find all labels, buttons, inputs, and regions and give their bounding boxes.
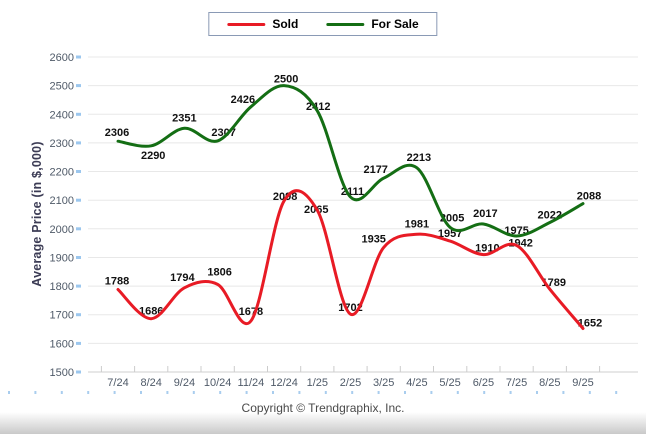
series-line-sold: [116, 189, 585, 330]
x-tick-label: 1/25: [307, 377, 328, 389]
x-tick-label: 5/25: [439, 377, 460, 389]
data-label: 1942: [508, 237, 532, 249]
y-tick-label: 1800: [50, 281, 74, 293]
data-label: 2290: [141, 150, 165, 162]
series-line-for-sale: [116, 84, 585, 238]
legend-label-for-sale: For Sale: [371, 17, 419, 31]
y-axis-tick: [76, 341, 81, 345]
x-tick-label: 8/25: [539, 377, 560, 389]
y-axis-tick: [76, 112, 81, 116]
data-label: 2351: [172, 112, 196, 124]
y-axis-tick: [76, 313, 81, 317]
y-tick-label: 1600: [50, 338, 74, 350]
data-label: 1981: [405, 218, 429, 230]
y-tick-label: 1500: [50, 367, 74, 379]
y-tick-label: 1700: [50, 310, 74, 322]
x-tick-label: 11/24: [238, 377, 265, 389]
x-tick-label: 9/25: [572, 377, 593, 389]
data-label: 2426: [231, 94, 255, 106]
y-axis-tick: [76, 198, 81, 202]
x-tick-label: 4/25: [406, 377, 427, 389]
data-label: 1935: [361, 233, 385, 245]
x-tick-label: 7/24: [107, 377, 128, 389]
y-tick-label: 2200: [50, 167, 74, 179]
legend-item-sold: Sold: [227, 18, 298, 30]
sold-line-swatch: [227, 22, 266, 26]
y-axis-tick: [76, 55, 81, 59]
legend-label-sold: Sold: [272, 17, 299, 31]
data-label: 1794: [170, 272, 195, 284]
y-tick-label: 1900: [50, 253, 74, 265]
y-tick-label: 2100: [50, 195, 74, 207]
y-axis-tick: [76, 170, 81, 173]
x-tick-label: 7/25: [506, 377, 527, 389]
y-tick-label: 2500: [50, 81, 74, 93]
y-axis-tick: [76, 370, 81, 374]
x-tick-label: 9/24: [174, 377, 195, 389]
data-label: 2500: [274, 74, 298, 86]
legend: Sold For Sale: [208, 12, 438, 36]
data-label: 1806: [207, 266, 231, 278]
for-sale-line-swatch: [326, 22, 365, 26]
x-tick-label: 10/24: [204, 377, 232, 389]
data-label: 2306: [105, 127, 129, 139]
y-axis-tick: [76, 256, 81, 259]
data-label: 2213: [407, 152, 431, 164]
x-tick-label: 8/24: [140, 377, 161, 389]
legend-item-for-sale: For Sale: [326, 17, 419, 31]
data-label: 1678: [239, 306, 263, 318]
y-axis-tick: [76, 284, 81, 288]
data-label: 2177: [363, 164, 387, 176]
data-label: 1788: [105, 276, 129, 288]
data-label: 2088: [577, 191, 601, 203]
y-tick-label: 2600: [50, 52, 74, 64]
y-axis-title: Average Price (in $,000): [30, 141, 44, 287]
y-axis-tick: [76, 227, 81, 231]
data-label: 2017: [473, 208, 497, 220]
data-label: 1652: [578, 318, 602, 330]
x-tick-label: 3/25: [373, 377, 394, 389]
y-tick-label: 2300: [50, 138, 74, 150]
x-tick-label: 2/25: [340, 377, 361, 389]
copyright-text: Copyright © Trendgraphix, Inc.: [241, 401, 405, 415]
y-axis-tick: [76, 141, 81, 145]
y-axis-tick: [76, 84, 81, 88]
x-tick-label: 12/24: [270, 377, 298, 389]
x-tick-label: 6/25: [473, 377, 494, 389]
y-tick-label: 2000: [50, 224, 74, 236]
y-tick-label: 2400: [50, 109, 74, 121]
data-label: 2022: [538, 210, 562, 222]
